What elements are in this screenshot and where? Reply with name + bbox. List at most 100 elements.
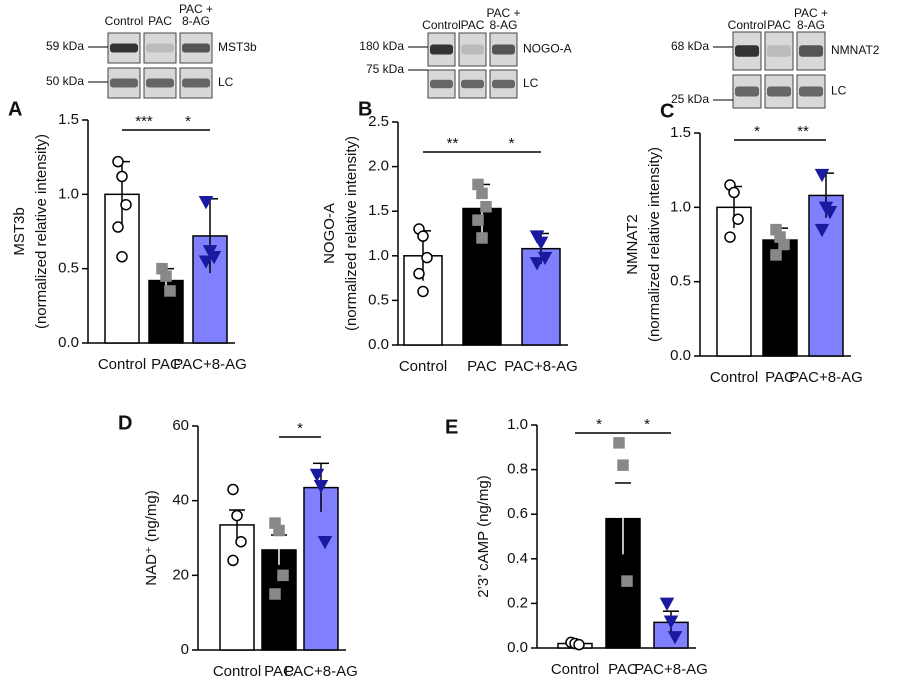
data-point	[417, 230, 429, 242]
data-point	[227, 554, 239, 567]
significance-label: **	[447, 135, 459, 152]
bar	[219, 524, 255, 651]
lane-label: Control	[105, 14, 144, 28]
band-label: MST3b	[218, 40, 257, 54]
blot-band	[182, 43, 210, 53]
x-tick-label: Control	[551, 661, 599, 678]
data-point	[533, 236, 549, 250]
x-tick-label: PAC	[467, 358, 497, 375]
data-point	[728, 186, 740, 199]
significance-label: **	[797, 123, 809, 140]
blot-band	[182, 78, 210, 88]
blot-band	[492, 44, 515, 55]
lane-label: Control	[422, 18, 461, 32]
molecular-weight-label: 68 kDa	[671, 39, 709, 53]
data-point	[317, 535, 333, 550]
band-label: NOGO-A	[523, 42, 572, 56]
blot-band	[735, 45, 759, 57]
data-point	[529, 257, 545, 271]
molecular-weight-label: 50 kDa	[46, 74, 84, 88]
significance-label: *	[644, 416, 650, 433]
molecular-weight-label: 59 kDa	[46, 39, 84, 53]
lane-label: 8-AG	[182, 14, 210, 28]
y-tick-label: 0.5	[58, 260, 79, 277]
bar	[261, 549, 297, 651]
data-point	[269, 588, 281, 600]
x-tick-label: PAC+8-AG	[504, 358, 578, 375]
data-point	[613, 437, 625, 449]
data-point	[472, 214, 484, 226]
molecular-weight-label: 180 kDa	[359, 39, 404, 53]
blot-band	[735, 86, 759, 97]
blot-band	[461, 79, 484, 89]
data-point	[112, 221, 124, 233]
data-point	[273, 524, 285, 537]
data-point	[573, 638, 585, 651]
significance-label: *	[596, 416, 602, 433]
y-axis-label: (normalized relative intensity)	[33, 134, 50, 329]
x-tick-label: Control	[399, 358, 447, 375]
y-tick-label: 40	[172, 492, 189, 509]
lane-label: PAC +	[486, 6, 520, 20]
data-point	[667, 631, 683, 645]
data-point	[814, 168, 830, 183]
blot-band	[767, 45, 791, 57]
y-tick-label: 1.5	[670, 124, 691, 141]
significance-label: *	[297, 420, 303, 437]
lane-label: 8-AG	[489, 18, 517, 32]
molecular-weight-label: 75 kDa	[366, 62, 404, 76]
lane-label: PAC +	[794, 6, 828, 20]
y-tick-label: 0.0	[670, 347, 691, 364]
blot-band	[430, 44, 453, 55]
x-tick-label: PAC	[264, 663, 294, 680]
y-tick-label: 0.0	[58, 334, 79, 351]
y-tick-label: 0.2	[507, 594, 528, 611]
data-point	[778, 238, 790, 251]
panel-letter: A	[8, 98, 22, 120]
data-point	[198, 196, 214, 210]
bar	[521, 247, 561, 346]
blot-band	[146, 78, 174, 88]
y-tick-label: 1.5	[58, 111, 79, 128]
y-tick-label: 1.0	[58, 185, 79, 202]
panel-letter: D	[118, 412, 132, 434]
data-point	[476, 187, 488, 200]
y-tick-label: 0.6	[507, 505, 528, 522]
band-label: LC	[831, 84, 847, 98]
y-axis-label: NAD⁺ (ng/mg)	[143, 490, 160, 585]
x-tick-label: Control	[98, 356, 146, 373]
data-point	[663, 615, 679, 629]
data-point	[277, 569, 289, 582]
y-tick-label: 0.8	[507, 461, 528, 478]
band-label: LC	[523, 76, 539, 90]
data-point	[120, 198, 132, 211]
data-point	[413, 267, 425, 280]
y-axis-label: 2’3’ cAMP (ng/mg)	[475, 475, 492, 598]
data-point	[231, 509, 243, 522]
data-point	[227, 483, 239, 496]
data-point	[770, 249, 782, 261]
bar	[716, 206, 752, 357]
blot-band	[492, 79, 515, 89]
y-tick-label: 0.0	[507, 639, 528, 656]
y-axis-label: NOGO-A	[321, 203, 338, 264]
y-axis-label: MST3b	[11, 207, 28, 255]
y-tick-label: 1.0	[507, 416, 528, 433]
x-tick-label: Control	[710, 369, 758, 386]
data-point	[724, 231, 736, 243]
y-tick-label: 60	[172, 417, 189, 434]
data-point	[814, 223, 830, 238]
x-tick-label: PAC	[765, 369, 795, 386]
panel-letter: C	[660, 100, 674, 122]
significance-label: *	[185, 113, 191, 130]
data-point	[313, 479, 329, 494]
y-axis-label: (normalized relative intensity)	[646, 147, 663, 342]
panel-letter: B	[358, 98, 372, 120]
lane-label: PAC	[148, 14, 172, 28]
lane-label: Control	[728, 18, 767, 32]
y-tick-label: 1.0	[368, 247, 389, 264]
y-tick-label: 20	[172, 566, 189, 583]
data-point	[421, 251, 433, 264]
lane-label: 8-AG	[797, 18, 825, 32]
